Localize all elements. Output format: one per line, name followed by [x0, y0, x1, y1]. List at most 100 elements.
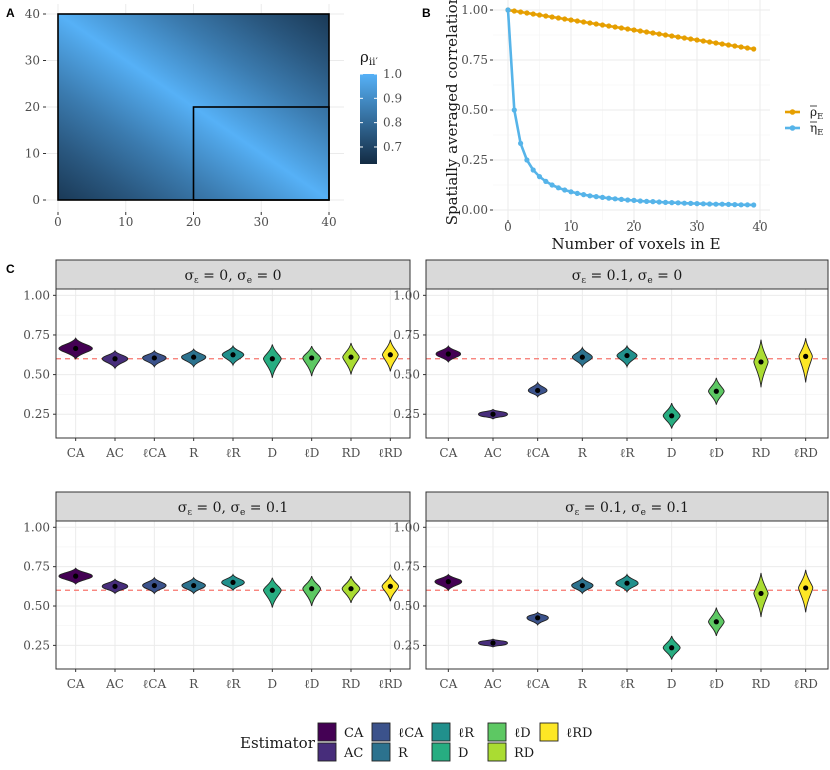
- violin-median-point: [579, 354, 585, 360]
- facet-y-tick-label: 0.50: [23, 599, 50, 613]
- series-point-rho: [518, 9, 524, 15]
- strip-sub-2: e: [641, 508, 646, 518]
- series-point-eta: [549, 182, 555, 188]
- facet-x-tick-label: D: [268, 446, 278, 460]
- legend-key-swatch: [317, 722, 337, 742]
- legend-key-label: R: [398, 746, 409, 761]
- facet-x-tick-label: D: [667, 446, 677, 460]
- violin-median-point: [669, 645, 675, 651]
- facet-y-tick-label: 0.25: [393, 638, 420, 652]
- series-point-rho: [725, 42, 732, 48]
- series-point-rho: [631, 27, 637, 33]
- facet-x-tick-label: RD: [752, 446, 771, 460]
- violin-median-point: [269, 587, 275, 593]
- series-point-eta: [606, 195, 612, 201]
- series-point-rho: [536, 12, 543, 18]
- facet-y-tick-label: 0.75: [23, 328, 50, 342]
- series-point-rho: [744, 45, 751, 51]
- series-point-eta: [662, 199, 669, 205]
- facet-x-tick-label: ℓRD: [378, 677, 402, 691]
- series-point-rho: [669, 33, 675, 39]
- heatmap-x-tick-label: 10: [118, 215, 133, 229]
- series-point-rho: [555, 15, 562, 21]
- violin-median-point: [669, 413, 675, 419]
- violin-median-point: [387, 583, 393, 589]
- violin-median-point: [269, 356, 275, 362]
- facet-y-tick-label: 0.50: [23, 368, 50, 382]
- series-point-eta: [505, 7, 511, 13]
- series-point-rho: [618, 25, 625, 31]
- facet-y-tick-label: 1.00: [23, 520, 50, 534]
- legend-label-rho: ρE: [810, 105, 823, 121]
- facet-y-tick-label: 0.25: [23, 638, 50, 652]
- legend-label-rho-sub: E: [817, 111, 823, 121]
- strip-sub-2: e: [247, 276, 252, 286]
- heatmap-x-tick-label: 30: [254, 215, 269, 229]
- series-point-eta: [555, 185, 562, 191]
- series-point-eta: [599, 194, 606, 200]
- series-point-rho: [751, 46, 757, 52]
- facet-strip: [55, 491, 411, 522]
- violin-median-point: [445, 351, 451, 357]
- facet-x-tick-label: R: [189, 677, 199, 691]
- violin-median-point: [112, 356, 118, 362]
- series-point-rho: [511, 8, 517, 14]
- series-line-eta: [506, 9, 754, 207]
- series-point-eta: [543, 178, 549, 184]
- violin: [798, 569, 814, 613]
- strip-sigma-2: σ: [230, 500, 240, 516]
- legend-key-label: ℓR: [458, 726, 475, 741]
- series-point-rho: [688, 36, 694, 42]
- series-point-eta: [656, 199, 662, 205]
- legend-label-rho-main: ρ: [810, 105, 817, 119]
- facet-strip-title: σε = 0.1, σe = 0: [572, 268, 682, 286]
- series-point-eta: [536, 174, 543, 180]
- violin-median-point: [624, 580, 630, 586]
- legend-key-swatch: [431, 742, 451, 762]
- facet-x-tick-label: AC: [483, 446, 502, 460]
- series-point-rho: [606, 23, 612, 29]
- series-point-rho: [681, 35, 688, 41]
- strip-value-1: = 0,: [199, 268, 237, 284]
- facet-x-tick-label: ℓCA: [143, 446, 167, 460]
- series-point-eta: [650, 199, 656, 205]
- colorbar-title-sub: ii: [369, 56, 376, 68]
- facet-x-tick-label: AC: [105, 446, 124, 460]
- series-point-eta: [669, 200, 675, 206]
- violin-median-point: [73, 573, 79, 579]
- legend-key-label: AC: [343, 746, 363, 761]
- violin-median-point: [73, 345, 79, 352]
- series-point-eta: [524, 157, 530, 163]
- violin-median-point: [230, 352, 236, 358]
- legend-key-point: [789, 109, 796, 115]
- line-chart-x-tick-label: 20: [626, 220, 641, 234]
- series-point-eta: [587, 193, 593, 199]
- facet-x-tick-label: R: [578, 446, 588, 460]
- violin-median-point: [535, 387, 541, 394]
- facet-x-tick-label: R: [189, 446, 199, 460]
- series-point-rho: [675, 34, 681, 40]
- series-point-rho: [656, 31, 662, 37]
- series-point-rho: [530, 11, 536, 17]
- violin-median-point: [758, 359, 764, 365]
- strip-value-1: = 0.1,: [579, 500, 631, 516]
- series-point-eta: [707, 201, 713, 207]
- facet-x-tick-label: ℓD: [709, 677, 724, 691]
- series-point-eta: [751, 202, 757, 208]
- series-point-eta: [725, 201, 732, 207]
- facet-x-tick-label: RD: [752, 677, 771, 691]
- violin-median-point: [309, 355, 315, 361]
- line-chart-y-tick-label: 0.50: [461, 103, 488, 117]
- strip-value-2: = 0: [252, 268, 282, 284]
- panel-label-c: C: [6, 262, 15, 276]
- facet-y-tick-label: 0.75: [393, 560, 420, 574]
- series-point-eta: [581, 192, 587, 198]
- series-point-eta: [612, 196, 618, 202]
- facet-x-tick-label: CA: [67, 677, 85, 691]
- violin-median-point: [535, 615, 541, 621]
- violin: [798, 338, 813, 383]
- violin-median-point: [803, 585, 809, 591]
- facet-x-tick-label: AC: [483, 677, 502, 691]
- series-point-rho: [568, 17, 574, 23]
